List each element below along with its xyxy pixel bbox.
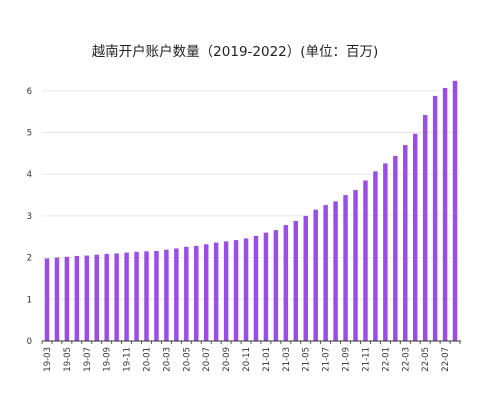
bar-19-05: [64, 256, 70, 341]
bar-22-04: [412, 133, 418, 341]
x-tick-label: 19-05: [63, 347, 73, 372]
x-tick-label: 20-05: [182, 347, 192, 372]
x-tick-label: 19-03: [43, 347, 53, 372]
bar-20-05: [184, 246, 189, 341]
y-tick-label: 4: [27, 170, 32, 180]
bar-19-09: [104, 253, 109, 341]
x-tick-label: 22-07: [441, 347, 451, 372]
bar-19-12: [134, 251, 139, 341]
bar-22-03: [403, 145, 408, 341]
x-tick-label: 20-03: [162, 347, 172, 372]
x-tick-label: 22-03: [401, 347, 411, 372]
bar-19-07: [84, 255, 90, 341]
y-tick-label: 1: [27, 295, 32, 305]
y-tick-label: 0: [27, 337, 32, 347]
bar-21-08: [333, 201, 338, 341]
x-tick-label: 20-09: [222, 347, 232, 372]
bar-21-12: [373, 171, 378, 341]
bar-20-08: [213, 242, 219, 341]
bar-19-03: [44, 258, 50, 341]
bar-20-02: [154, 250, 159, 341]
bar-21-06: [313, 209, 318, 341]
bar-21-04: [293, 220, 299, 341]
bar-20-03: [164, 249, 169, 341]
x-tick-label: 19-11: [123, 347, 133, 372]
bar-19-06: [74, 255, 80, 341]
bar-20-06: [194, 245, 199, 341]
x-tick-label: 21-01: [262, 347, 272, 372]
bar-21-07: [323, 205, 328, 341]
bar-20-12: [253, 235, 259, 341]
bar-21-02: [273, 230, 279, 341]
x-tick-label: 22-05: [421, 347, 431, 372]
bar-22-06: [432, 95, 438, 341]
chart-title: 越南开户账户数量（2019-2022）(单位：百万): [91, 44, 379, 60]
x-tick-label: 21-09: [342, 347, 352, 372]
y-tick-label: 6: [27, 87, 32, 97]
x-tick-label: 19-09: [103, 347, 113, 372]
x-tick-label: 19-07: [83, 347, 93, 372]
x-tick-label: 21-03: [282, 347, 292, 372]
bar-22-08: [452, 80, 458, 341]
bar-20-09: [223, 241, 229, 341]
y-tick-label: 5: [27, 129, 32, 139]
bar-21-01: [263, 232, 269, 341]
x-tick-label: 20-01: [143, 347, 153, 372]
grid-lines: [42, 90, 460, 300]
bar-21-11: [363, 180, 368, 341]
x-tick-label: 20-11: [242, 347, 252, 372]
bar-20-04: [174, 248, 179, 341]
bar-19-11: [124, 252, 129, 341]
bar-22-02: [393, 155, 398, 341]
y-tick-label: 3: [27, 212, 32, 222]
y-tick-labels: 0 1 2 3 4 5 6: [27, 87, 32, 347]
x-tick-label: 21-07: [322, 347, 332, 372]
y-tick-label: 2: [27, 254, 32, 264]
x-tick-label: 21-11: [361, 347, 371, 372]
bar-22-07: [442, 87, 448, 341]
x-tick-label: 21-05: [302, 347, 312, 372]
x-tick-labels: 19-03 19-05 19-07 19-09 19-11 20-01 20-03 20-05…: [43, 347, 451, 372]
bar-20-11: [243, 238, 249, 341]
bar-20-01: [144, 251, 149, 341]
bars: [44, 80, 458, 341]
bar-21-03: [283, 225, 289, 341]
bar-19-04: [54, 257, 60, 341]
bar-20-10: [233, 240, 239, 341]
bar-21-10: [353, 190, 358, 341]
bar-21-05: [303, 215, 308, 341]
bar-20-07: [203, 244, 209, 341]
bar-19-10: [114, 253, 119, 341]
bar-19-08: [94, 254, 99, 341]
x-tick-label: 22-01: [381, 347, 391, 372]
bar-22-05: [422, 115, 428, 341]
x-tick-label: 20-07: [202, 347, 212, 372]
bar-21-09: [343, 195, 348, 341]
axes: [41, 340, 461, 344]
bar-22-01: [383, 163, 388, 341]
